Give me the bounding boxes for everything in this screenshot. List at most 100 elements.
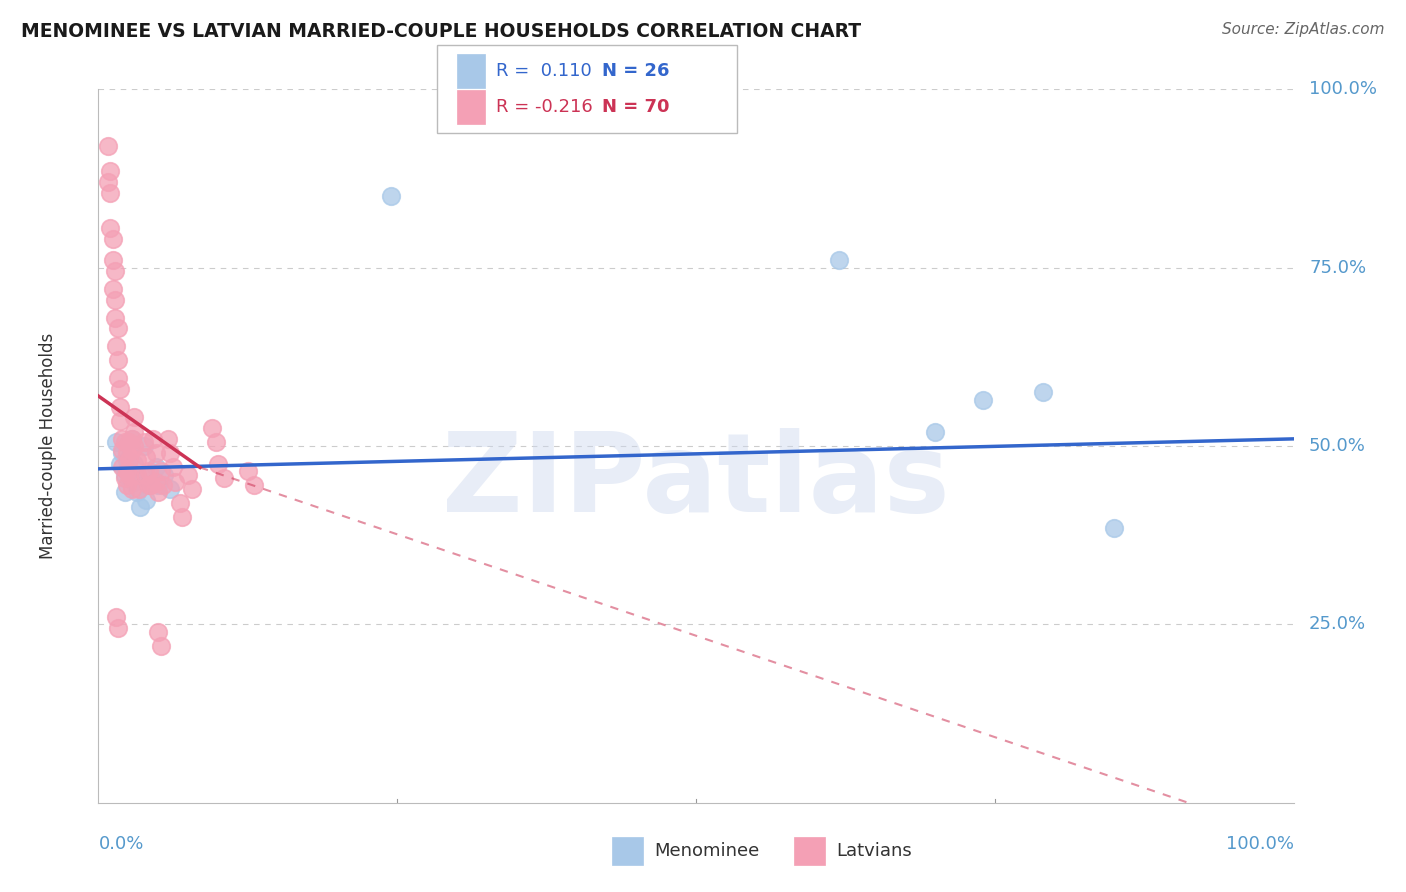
Point: [98, 221, 122, 235]
Point: [153, 467, 176, 482]
Point: [97, 139, 120, 153]
Point: [115, 464, 138, 478]
Point: [115, 446, 138, 460]
Point: [107, 321, 129, 335]
Point: [108, 382, 131, 396]
Point: [149, 464, 172, 478]
Point: [104, 264, 127, 278]
Text: 75.0%: 75.0%: [1309, 259, 1367, 277]
Point: [105, 339, 128, 353]
Point: [148, 478, 170, 492]
Point: [180, 482, 202, 496]
Point: [212, 471, 235, 485]
Point: [115, 478, 138, 492]
Point: [148, 624, 170, 639]
Point: [148, 485, 170, 500]
Point: [1032, 385, 1054, 400]
Point: [243, 478, 266, 492]
Point: [156, 432, 179, 446]
Point: [169, 496, 191, 510]
Text: MENOMINEE VS LATVIAN MARRIED-COUPLE HOUSEHOLDS CORRELATION CHART: MENOMINEE VS LATVIAN MARRIED-COUPLE HOUS…: [21, 22, 862, 41]
Point: [177, 467, 200, 482]
Point: [125, 467, 148, 482]
Point: [135, 467, 157, 482]
Point: [142, 432, 165, 446]
Point: [207, 457, 229, 471]
Point: [111, 460, 134, 475]
Text: 100.0%: 100.0%: [1226, 835, 1294, 853]
Point: [114, 467, 136, 482]
Point: [114, 485, 136, 500]
Point: [135, 450, 157, 464]
Point: [124, 439, 146, 453]
Point: [107, 621, 129, 635]
Point: [128, 482, 150, 496]
Point: [115, 453, 138, 467]
Text: Source: ZipAtlas.com: Source: ZipAtlas.com: [1222, 22, 1385, 37]
Point: [138, 478, 160, 492]
Point: [107, 371, 129, 385]
Point: [236, 464, 259, 478]
Point: [104, 293, 127, 307]
Point: [125, 485, 148, 500]
Point: [1104, 521, 1126, 535]
Text: R =  0.110: R = 0.110: [496, 62, 592, 80]
Text: 100.0%: 100.0%: [1309, 80, 1376, 98]
Point: [149, 639, 172, 653]
Text: Latvians: Latvians: [837, 842, 912, 860]
Point: [124, 410, 146, 425]
Text: N = 26: N = 26: [602, 62, 669, 80]
Point: [132, 435, 155, 450]
Point: [124, 457, 146, 471]
Point: [828, 253, 851, 268]
Text: 0.0%: 0.0%: [98, 835, 143, 853]
Point: [111, 446, 134, 460]
Point: [114, 471, 136, 485]
Point: [108, 457, 131, 471]
Point: [159, 482, 181, 496]
Point: [172, 510, 194, 524]
Point: [201, 421, 224, 435]
Point: [98, 164, 122, 178]
Point: [105, 610, 128, 624]
Text: Menominee: Menominee: [654, 842, 759, 860]
Point: [118, 467, 141, 482]
Text: Married-couple Households: Married-couple Households: [39, 333, 58, 559]
Point: [138, 478, 160, 492]
Point: [98, 186, 122, 200]
Text: R = -0.216: R = -0.216: [496, 98, 593, 116]
Point: [135, 492, 157, 507]
Point: [138, 464, 160, 478]
Point: [152, 478, 174, 492]
Point: [135, 467, 157, 482]
Point: [162, 460, 184, 475]
Point: [121, 432, 143, 446]
Point: [132, 439, 155, 453]
Point: [121, 482, 143, 496]
Point: [121, 432, 143, 446]
Point: [159, 446, 181, 460]
Point: [111, 442, 134, 457]
Text: 50.0%: 50.0%: [1309, 437, 1367, 455]
Point: [108, 414, 131, 428]
Point: [101, 282, 124, 296]
Point: [121, 442, 143, 457]
Point: [145, 460, 167, 475]
Point: [924, 425, 946, 439]
Point: [163, 475, 186, 489]
Point: [97, 175, 120, 189]
Point: [124, 475, 146, 489]
Point: [104, 310, 127, 325]
Text: 25.0%: 25.0%: [1309, 615, 1367, 633]
Text: ZIPatlas: ZIPatlas: [441, 428, 950, 535]
Point: [145, 446, 167, 460]
Point: [118, 453, 141, 467]
Point: [204, 435, 226, 450]
Point: [145, 475, 167, 489]
Point: [129, 500, 152, 514]
Point: [118, 435, 141, 450]
Point: [972, 392, 994, 407]
Point: [124, 425, 146, 439]
Text: N = 70: N = 70: [602, 98, 669, 116]
Point: [101, 253, 124, 268]
